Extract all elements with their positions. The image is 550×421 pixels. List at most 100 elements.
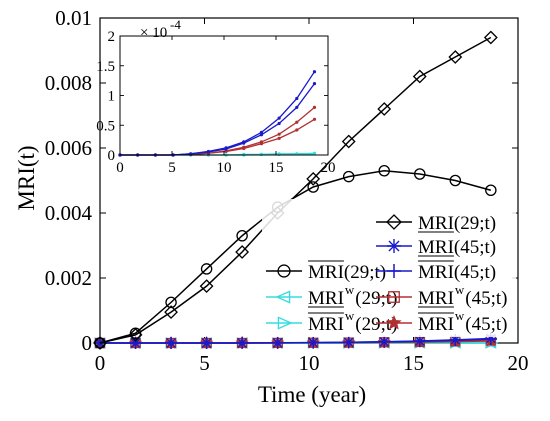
data-point	[449, 174, 462, 187]
inset-x-tick-label: 10	[217, 160, 232, 176]
x-axis-label: Time (year)	[258, 382, 366, 407]
legend-label-base: MRI	[418, 237, 454, 258]
inset-data-point	[259, 142, 264, 146]
inset-x-tick-label: 15	[269, 160, 284, 176]
main-y-ticks: 0 0.002 0.004 0.006 0.008 0.01	[45, 6, 518, 355]
legend-entry: MRI (45;t)	[376, 260, 496, 283]
x-tick-label: 20	[508, 351, 529, 375]
main-x-ticks: 0 5 10 15 20	[95, 18, 529, 375]
inset-exponent-base: × 10	[140, 25, 167, 41]
legend-entry: MRI (29;t)	[376, 213, 496, 234]
data-point	[236, 336, 249, 349]
data-point	[199, 279, 214, 294]
legend-label-sup: w	[455, 308, 465, 323]
inset-data-point	[206, 150, 210, 154]
legend-label-args: (29;t)	[344, 262, 386, 283]
data-point	[387, 264, 401, 278]
inset-data-point	[277, 116, 281, 120]
data-point	[129, 337, 142, 349]
legend-label-base: MRI	[418, 288, 454, 309]
legend-entry: MRI w (45;t)	[376, 282, 508, 309]
inset-plot: 0 5 10 15 20 0 0.5 1 1.5 2 × 10 -4	[96, 17, 335, 176]
inset-x-tick-label: 0	[116, 160, 124, 176]
data-point	[342, 170, 355, 183]
legend-label-base: MRI	[418, 213, 454, 234]
inset-data-point	[312, 70, 317, 74]
data-point	[94, 337, 106, 349]
inset-data-point	[259, 133, 264, 137]
y-tick-label: 0.01	[55, 6, 92, 30]
data-point	[412, 69, 427, 84]
inset-y-tick-label: 1	[108, 89, 116, 105]
data-point	[377, 102, 392, 116]
legend-label-args: (45;t)	[454, 262, 496, 283]
legend-label-args: (45;t)	[465, 314, 507, 335]
legend-label-args: (29;t)	[355, 288, 397, 309]
data-point	[483, 30, 498, 45]
legend-label-sup: w	[345, 282, 355, 297]
inset-data-point	[259, 152, 264, 157]
inset-x-ticks: 0 5 10 15 20	[116, 36, 336, 176]
inset-data-point	[277, 136, 281, 140]
series-line	[99, 169, 492, 344]
data-point	[164, 305, 178, 320]
inset-data-point	[295, 120, 299, 124]
data-point	[485, 184, 497, 196]
data-point	[414, 168, 426, 180]
inset-data-point	[295, 128, 299, 132]
data-point	[236, 229, 248, 242]
data-point	[165, 296, 177, 309]
series-diamond	[93, 30, 498, 350]
inset-data-point	[295, 105, 299, 109]
legend: MRI (29;t)MRI (29;t)MRI (45;t)MRI (45;t)MRI w…	[262, 199, 516, 337]
legend-label-base: MRI	[308, 262, 344, 283]
legend-label-base: MRI	[308, 288, 344, 309]
legend-label-args: (45;t)	[465, 288, 507, 309]
y-tick-label: 0.002	[45, 266, 92, 290]
data-point	[342, 336, 355, 349]
data-point	[275, 290, 291, 304]
inset-data-point	[242, 146, 246, 151]
data-point	[387, 239, 401, 253]
data-point	[448, 50, 463, 64]
y-tick-label: 0.006	[45, 136, 92, 160]
data-point	[200, 263, 213, 275]
legend-entry: MRI w (45;t)	[376, 308, 508, 335]
data-point	[386, 314, 402, 330]
legend-label-sup: w	[345, 308, 355, 323]
inset-data-point	[312, 105, 317, 109]
inset-y-tick-label: 0.5	[96, 118, 115, 134]
inset-data-point	[224, 149, 228, 154]
legend-label-base: MRI	[418, 314, 454, 335]
inset-data-point	[277, 121, 281, 126]
data-point	[277, 316, 293, 330]
legend-label-args: (45;t)	[454, 237, 496, 258]
data-point	[128, 327, 143, 342]
data-point	[306, 171, 321, 186]
data-point	[307, 181, 319, 193]
main-series-group	[92, 30, 499, 350]
inset-data-point	[224, 147, 228, 151]
legend-label-base: MRI	[308, 314, 344, 335]
y-tick-label: 0.008	[45, 71, 92, 95]
series-plus	[94, 333, 497, 349]
inset-y-tick-label: 1.5	[96, 59, 115, 75]
x-tick-label: 15	[403, 351, 424, 375]
inset-data-point	[277, 132, 281, 136]
data-point	[413, 335, 426, 348]
legend-label-args: (29;t)	[454, 213, 496, 234]
data-point	[378, 164, 390, 177]
legend-label-sup: w	[455, 282, 465, 297]
inset-x-tick-label: 5	[168, 160, 176, 176]
series-circle	[94, 164, 497, 349]
inset-exponent-power: -4	[170, 17, 181, 32]
inset-data-point	[242, 141, 246, 145]
inset-x-tick-label: 20	[321, 160, 336, 176]
legend-entry: MRI w (29;t)	[266, 308, 398, 335]
x-tick-label: 10	[299, 351, 320, 375]
data-point	[271, 336, 284, 349]
y-axis-label: MRI(t)	[14, 145, 39, 210]
data-point	[307, 336, 320, 349]
inset-background	[120, 36, 328, 155]
inset-y-tick-label: 0	[108, 148, 116, 164]
